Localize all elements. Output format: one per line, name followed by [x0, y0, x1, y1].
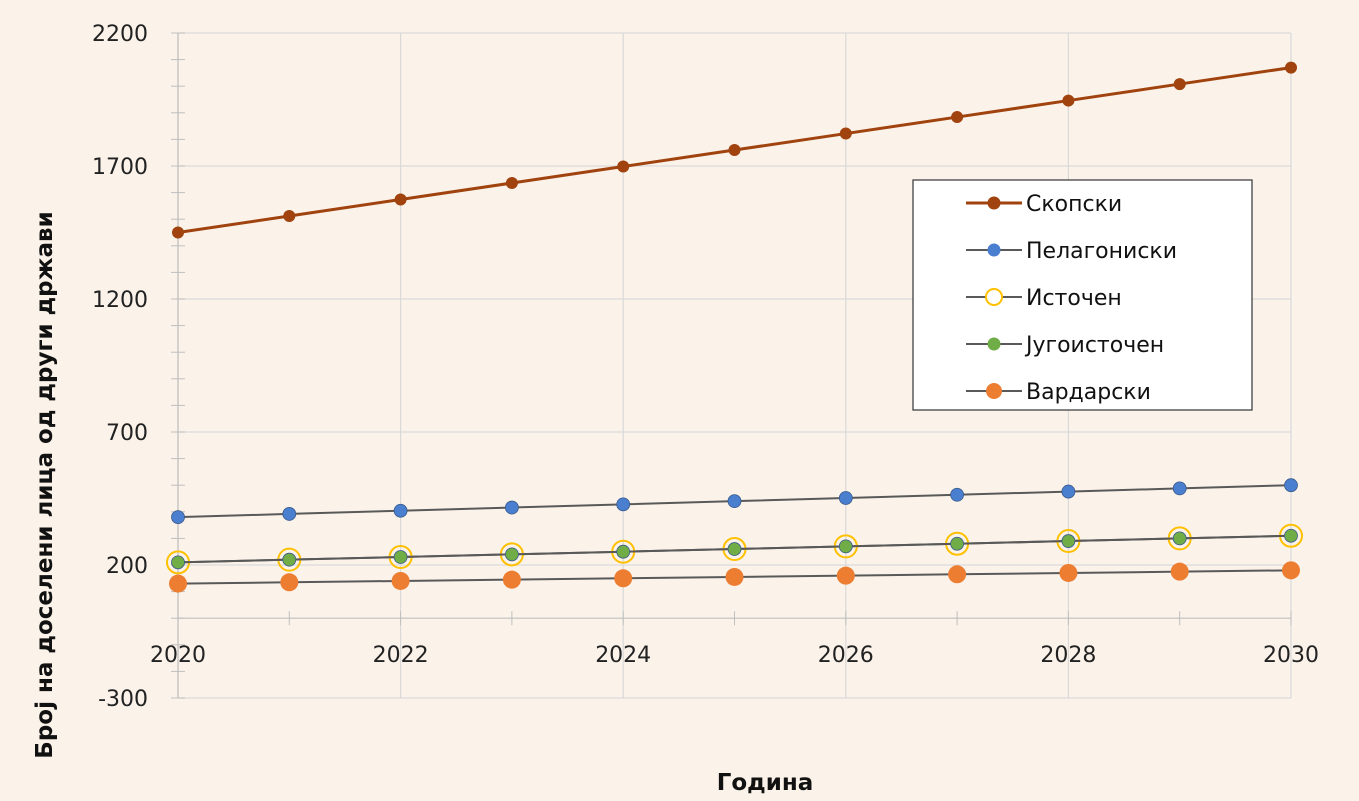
- data-point: [614, 569, 633, 588]
- data-point: [1285, 61, 1297, 74]
- series-4: [169, 561, 1300, 593]
- series-3: [171, 528, 1298, 570]
- data-point: [838, 539, 853, 554]
- data-point: [948, 565, 967, 584]
- data-point: [1170, 562, 1189, 581]
- legend-box: [912, 179, 1253, 411]
- data-point: [1284, 478, 1298, 493]
- legend-swatch-marker: [987, 196, 1001, 210]
- x-tick-label: 2022: [373, 643, 429, 668]
- x-tick-label: 2030: [1263, 643, 1319, 668]
- legend-entry: Пелагониски: [966, 239, 1177, 264]
- legend-label: Источен: [1026, 286, 1122, 311]
- legend-label: Скопски: [1026, 192, 1122, 217]
- legend: Скопски Пелагониски Источен Југоисточен Вард…: [912, 179, 1253, 411]
- data-point: [1061, 484, 1076, 499]
- data-point: [950, 536, 964, 551]
- data-point: [839, 127, 852, 140]
- data-point: [280, 573, 299, 592]
- y-axis-title: Број на доселени лица од други држави: [32, 211, 58, 758]
- legend-label: Вардарски: [1026, 380, 1151, 405]
- series-0: [172, 61, 1297, 239]
- data-point: [617, 160, 630, 173]
- series-1: [171, 478, 1298, 525]
- data-point: [394, 193, 407, 206]
- data-point: [838, 491, 853, 505]
- legend-swatch-marker: [986, 383, 1002, 399]
- data-point: [504, 500, 519, 515]
- data-point: [172, 226, 184, 239]
- data-point: [836, 566, 855, 585]
- y-tick-label: 1700: [92, 155, 148, 180]
- data-point: [1173, 78, 1186, 91]
- data-point: [616, 497, 631, 512]
- x-tick-label: 2024: [595, 643, 651, 668]
- legend-entry: Источен: [966, 286, 1122, 311]
- data-point: [725, 567, 744, 586]
- data-point: [951, 111, 964, 124]
- y-tick-label: -300: [98, 687, 148, 712]
- y-tick-label: 1200: [92, 288, 148, 313]
- y-tick-label: 2200: [92, 22, 148, 47]
- data-point: [950, 487, 964, 502]
- y-tick-label: 700: [106, 421, 148, 446]
- series-layer: [166, 61, 1303, 593]
- data-point: [727, 494, 742, 509]
- data-point: [391, 571, 410, 590]
- x-tick-label: 2026: [818, 643, 874, 668]
- x-tick-label: 2020: [150, 643, 206, 668]
- legend-swatch-marker: [985, 288, 1003, 306]
- data-point: [1172, 531, 1187, 546]
- data-point: [728, 144, 741, 157]
- x-axis-title: Година: [717, 770, 814, 796]
- data-point: [1061, 534, 1076, 548]
- data-point: [505, 177, 518, 190]
- data-point: [727, 542, 742, 556]
- legend-entry: Вардарски: [966, 380, 1151, 405]
- legend-label: Југоисточен: [1024, 333, 1164, 358]
- data-point: [283, 210, 296, 223]
- data-point: [504, 547, 519, 562]
- x-tick-label: 2028: [1040, 643, 1096, 668]
- data-point: [1282, 561, 1300, 580]
- tick-labels: -300 200 700 1200 1700 2200 2020 2022 2024 2026 20…: [92, 22, 1319, 712]
- grid: [177, 32, 1292, 699]
- data-point: [282, 507, 297, 521]
- legend-entry: Скопски: [966, 192, 1122, 217]
- data-point: [1284, 528, 1298, 543]
- data-point: [616, 544, 631, 559]
- legend-swatch-marker: [987, 243, 1001, 257]
- legend-swatch-marker: [987, 337, 1001, 351]
- data-point: [393, 550, 408, 564]
- data-point: [393, 503, 408, 518]
- y-tick-label: 200: [106, 554, 148, 579]
- data-point: [169, 574, 187, 593]
- data-point: [502, 570, 521, 589]
- data-point: [282, 552, 297, 567]
- data-point: [171, 510, 185, 525]
- data-point: [171, 555, 185, 570]
- data-point: [1172, 481, 1187, 496]
- data-point: [1059, 563, 1078, 582]
- legend-label: Пелагониски: [1026, 239, 1177, 264]
- data-point: [1062, 94, 1075, 107]
- legend-entry: Југоисточен: [966, 333, 1164, 358]
